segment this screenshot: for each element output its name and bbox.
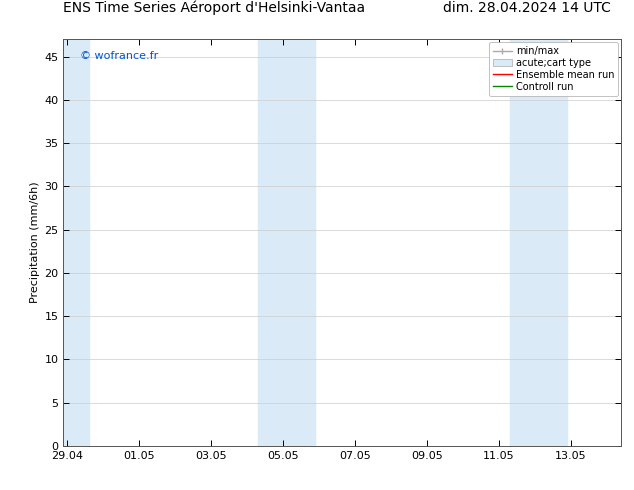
Bar (538, 39, 567, 446)
Y-axis label: Precipitation (mm/6h): Precipitation (mm/6h) (30, 182, 40, 303)
Text: ENS Time Series Aéroport d'Helsinki-Vantaa: ENS Time Series Aéroport d'Helsinki-Vant… (63, 0, 366, 15)
Bar (258, 39, 287, 446)
Bar (287, 39, 315, 446)
Text: © wofrance.fr: © wofrance.fr (80, 51, 158, 61)
Text: dim. 28.04.2024 14 UTC: dim. 28.04.2024 14 UTC (443, 1, 611, 15)
Legend: min/max, acute;cart type, Ensemble mean run, Controll run: min/max, acute;cart type, Ensemble mean … (489, 42, 618, 96)
Bar (510, 39, 538, 446)
Bar (63, 39, 89, 446)
